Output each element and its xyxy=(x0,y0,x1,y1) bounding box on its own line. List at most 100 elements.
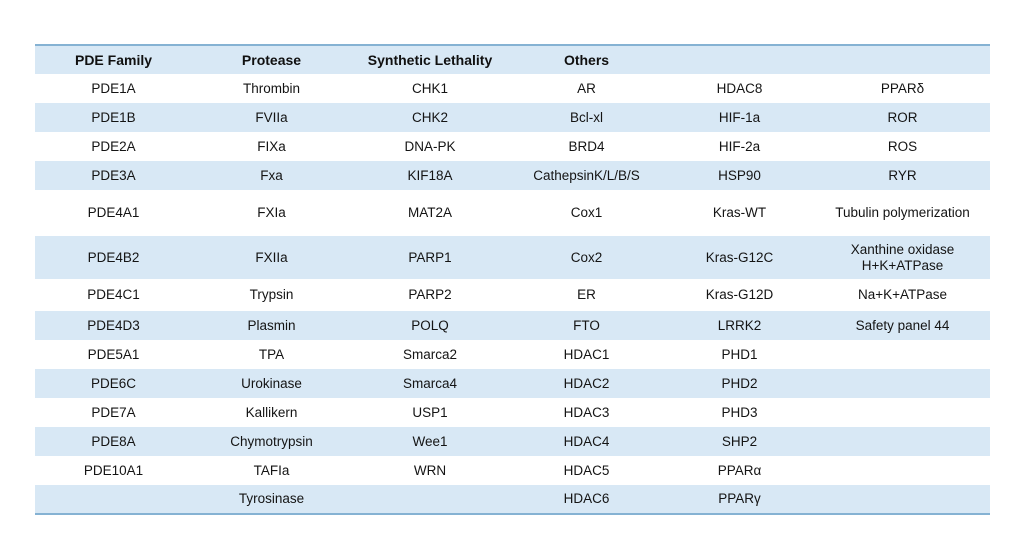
table-cell: Tyrosinase xyxy=(238,491,305,507)
table-cell: Thrombin xyxy=(242,80,301,96)
table-cell: HDAC2 xyxy=(563,375,610,391)
table-cell: PDE1A xyxy=(91,80,136,96)
table-cell: PHD2 xyxy=(721,375,758,391)
table-cell: MAT2A xyxy=(407,205,452,221)
table-cell: Plasmin xyxy=(247,317,296,333)
table-cell: Kras-G12D xyxy=(705,287,774,303)
table-cell: FVIIa xyxy=(255,109,288,125)
table-cell: FXIa xyxy=(257,205,286,221)
table-cell: Smarca2 xyxy=(402,346,458,362)
table-cell: PDE5A1 xyxy=(87,346,140,362)
table-cell: RYR xyxy=(888,167,917,183)
table-cell: Xanthine oxidase H+K+ATPase xyxy=(850,241,955,273)
table-cell: POLQ xyxy=(411,317,449,333)
table-cell: Chymotrypsin xyxy=(230,433,313,449)
table-row: PDE3A Fxa KIF18A CathepsinK/L/B/S HSP90 RYR xyxy=(35,161,990,190)
table-cell: ER xyxy=(577,287,596,303)
table-cell: PDE3A xyxy=(91,167,136,183)
table-cell: Kras-WT xyxy=(712,205,767,221)
table-row: PDE4B2 FXIIa PARP1 Cox2 Kras-G12C Xanthine ox… xyxy=(35,236,990,279)
table-cell: PHD1 xyxy=(721,346,758,362)
table-cell: CathepsinK/L/B/S xyxy=(533,167,640,183)
table-row: PDE8A Chymotrypsin Wee1 HDAC4 SHP2 xyxy=(35,427,990,456)
table-row: PDE4C1 Trypsin PARP2 ER Kras-G12D Na+K+ATPase xyxy=(35,279,990,311)
table-cell: Wee1 xyxy=(412,433,448,449)
table-cell: PDE7A xyxy=(91,404,136,420)
table-cell: Kallikern xyxy=(245,404,298,420)
table-cell: AR xyxy=(577,80,596,96)
table-cell: PDE10A1 xyxy=(83,462,144,478)
table-cell: FXIIa xyxy=(255,249,288,265)
table-cell: TPA xyxy=(258,346,285,362)
table-cell: CHK1 xyxy=(411,80,448,96)
table-cell: FTO xyxy=(573,317,600,333)
table-cell: USP1 xyxy=(412,404,448,420)
table-cell: HIF-1a xyxy=(718,109,761,125)
table-cell: Safety panel 44 xyxy=(855,317,950,333)
table-cell: PDE4A1 xyxy=(87,205,140,221)
table-row: PDE1B FVIIa CHK2 Bcl-xl HIF-1a ROR xyxy=(35,103,990,132)
table-cell: PARP2 xyxy=(408,287,452,303)
table-cell: Cox1 xyxy=(570,205,603,221)
table-row: PDE4D3 Plasmin POLQ FTO LRRK2 Safety panel 44 xyxy=(35,311,990,340)
table-cell: PDE8A xyxy=(91,433,136,449)
table-row: PDE10A1 TAFIa WRN HDAC5 PPARα xyxy=(35,456,990,485)
column-header-pde-family: PDE Family xyxy=(74,51,153,68)
table-cell: PDE4C1 xyxy=(87,287,140,303)
table-cell: PDE1B xyxy=(91,109,136,125)
table-cell: Kras-G12C xyxy=(705,249,774,265)
table-row: PDE5A1 TPA Smarca2 HDAC1 PHD1 xyxy=(35,340,990,369)
table-cell: HDAC6 xyxy=(563,491,610,507)
table-cell: PARP1 xyxy=(408,249,452,265)
table-cell: PPARγ xyxy=(718,491,761,507)
table-cell xyxy=(815,485,990,514)
table-cell: Fxa xyxy=(260,167,283,183)
table-cell: ROS xyxy=(887,138,918,154)
table-cell: KIF18A xyxy=(407,167,453,183)
table-header-row: PDE Family Protease Synthetic Lethality … xyxy=(35,45,990,74)
table-cell: Cox2 xyxy=(570,249,603,265)
table-header: PDE Family Protease Synthetic Lethality … xyxy=(35,45,990,74)
table-row: PDE4A1 FXIa MAT2A Cox1 Kras-WT Tubulin polyme… xyxy=(35,190,990,236)
column-header-blank-1 xyxy=(664,45,815,74)
column-header-others: Others xyxy=(563,51,610,68)
table-cell xyxy=(351,485,509,514)
table-cell: SHP2 xyxy=(721,433,758,449)
table-cell: HDAC1 xyxy=(563,346,610,362)
table-cell: PDE4D3 xyxy=(87,317,140,333)
table-cell: PPARδ xyxy=(880,80,925,96)
table-cell: HDAC3 xyxy=(563,404,610,420)
table-cell: PHD3 xyxy=(721,404,758,420)
table-cell: Smarca4 xyxy=(402,375,458,391)
pde-target-table-container: PDE Family Protease Synthetic Lethality … xyxy=(35,44,990,515)
table-cell: TAFIa xyxy=(253,462,290,478)
table-cell: PDE6C xyxy=(90,375,136,391)
table-cell: Tubulin polymerization xyxy=(835,205,970,221)
table-row: PDE2A FIXa DNA-PK BRD4 HIF-2a ROS xyxy=(35,132,990,161)
column-header-synthetic-lethality: Synthetic Lethality xyxy=(367,51,493,68)
table-cell: PPARα xyxy=(717,462,762,478)
column-header-blank-2 xyxy=(815,45,990,74)
table-cell: Na+K+ATPase xyxy=(857,287,948,303)
table-cell: DNA-PK xyxy=(404,138,456,154)
table-cell: PDE4B2 xyxy=(87,249,140,265)
table-cell: Bcl-xl xyxy=(570,109,603,125)
table-cell: HDAC5 xyxy=(563,462,610,478)
table-row: PDE7A Kallikern USP1 HDAC3 PHD3 xyxy=(35,398,990,427)
table-cell: HIF-2a xyxy=(718,138,761,154)
table-body: PDE1A Thrombin CHK1 AR HDAC8 PPARδ PDE1B FVIIa C… xyxy=(35,74,990,514)
table-cell: WRN xyxy=(413,462,447,478)
table-cell xyxy=(815,369,990,398)
table-cell: FIXa xyxy=(257,138,286,154)
table-cell xyxy=(815,340,990,369)
table-cell: PDE2A xyxy=(91,138,136,154)
table-cell xyxy=(815,398,990,427)
pde-target-table: PDE Family Protease Synthetic Lethality … xyxy=(35,44,990,515)
table-cell xyxy=(35,485,192,514)
table-cell: ROR xyxy=(887,109,918,125)
table-cell: BRD4 xyxy=(568,138,605,154)
table-row: PDE6C Urokinase Smarca4 HDAC2 PHD2 xyxy=(35,369,990,398)
table-cell: CHK2 xyxy=(411,109,448,125)
table-cell xyxy=(815,427,990,456)
table-cell: LRRK2 xyxy=(717,317,762,333)
